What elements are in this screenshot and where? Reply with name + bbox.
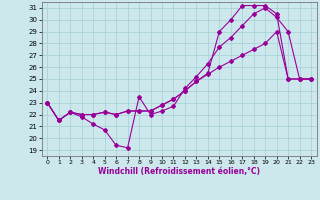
X-axis label: Windchill (Refroidissement éolien,°C): Windchill (Refroidissement éolien,°C) [98,167,260,176]
